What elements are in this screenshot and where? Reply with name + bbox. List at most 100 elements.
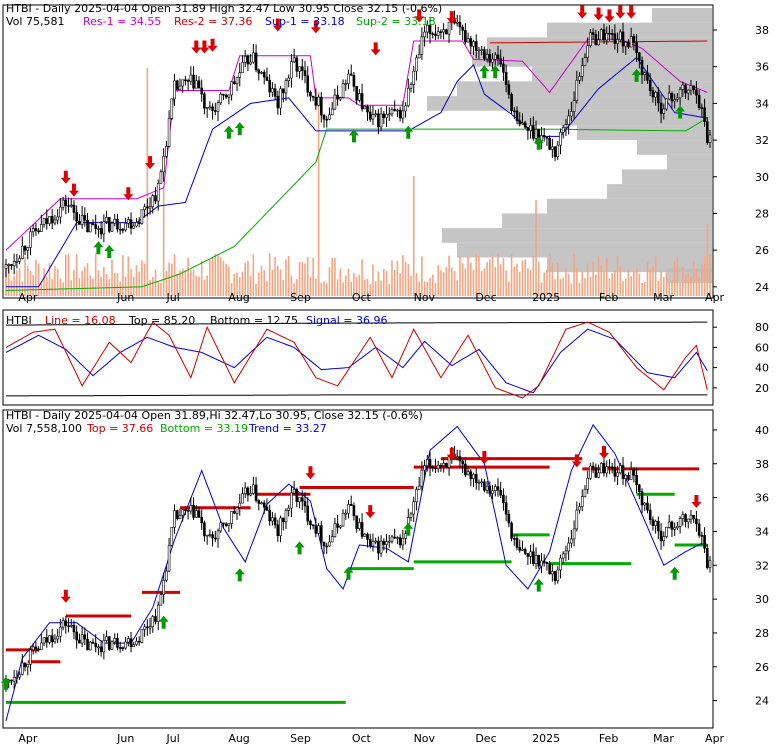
- price-candle-body: [477, 49, 481, 52]
- price-candle-body: [12, 261, 16, 266]
- price-candle-body: [102, 221, 106, 235]
- price-candle-body: [613, 33, 617, 44]
- price-candle-body: [436, 31, 440, 36]
- price-candle-body: [295, 57, 299, 72]
- trend-candle-body: [325, 545, 329, 548]
- volume-bar: [434, 283, 437, 296]
- trend-candle-body: [252, 484, 255, 494]
- trend-x-tick-label: Mar: [653, 732, 674, 745]
- trend-candle-body: [257, 500, 261, 504]
- price-candle-body: [575, 79, 579, 101]
- trend-candle-body: [339, 525, 342, 528]
- trend-candle-body: [127, 638, 130, 643]
- volume-bar: [565, 267, 567, 296]
- trend-candle-body: [295, 489, 299, 503]
- price-y-tick-label: 26: [755, 244, 769, 257]
- volume-bar: [225, 264, 227, 296]
- price-candle-body: [116, 218, 119, 230]
- trend-candle-body: [18, 674, 21, 678]
- price-candle-body: [311, 95, 315, 98]
- volume-bar: [214, 253, 217, 296]
- price-x-tick-label: 2025: [532, 291, 560, 304]
- stoch-y-tick-label: 80: [755, 321, 769, 334]
- price-candle-body: [464, 30, 467, 43]
- trend-candle-body: [610, 466, 614, 469]
- trend-candle-body: [333, 523, 337, 537]
- volume-bar: [16, 270, 18, 296]
- trend-candle-body: [583, 489, 587, 497]
- trend-candle-body: [116, 638, 119, 648]
- price-candle-body: [406, 87, 410, 107]
- price-candle-body: [676, 97, 679, 100]
- price-candle-body: [684, 84, 687, 94]
- price-candle-body: [458, 21, 462, 28]
- price-candle-body: [29, 231, 32, 248]
- trend-candle-body: [243, 487, 247, 494]
- trend-candle-body: [594, 467, 598, 478]
- price-candle-body: [447, 21, 451, 35]
- price-candle-body: [387, 113, 391, 116]
- legend-bottom: Bottom = 12.75: [210, 314, 298, 327]
- volume-bar: [301, 262, 304, 296]
- sell-arrow: [604, 9, 615, 23]
- volume-bar: [581, 271, 584, 296]
- trend-x-tick-label: Sep: [290, 732, 311, 745]
- price-candle-body: [303, 70, 307, 77]
- trend-candle-body: [390, 536, 394, 542]
- volume-bar: [567, 274, 570, 296]
- volume-bar: [635, 268, 638, 296]
- sup1-line: [6, 56, 708, 288]
- trend-x-tick-label: Jun: [116, 732, 134, 745]
- trend-candle-body: [700, 535, 704, 537]
- trend-candle-body: [213, 537, 217, 540]
- trend-candle-body: [355, 515, 358, 529]
- price-candle-body: [697, 94, 701, 108]
- price-candle-body: [673, 99, 676, 102]
- volume-bar: [7, 266, 10, 296]
- trend-candle-body: [455, 456, 459, 458]
- price-candle-body: [423, 31, 426, 38]
- price-candle-body: [521, 122, 524, 125]
- volume-bars: [5, 68, 711, 296]
- price-candle-body: [602, 29, 606, 41]
- price-candle-body: [542, 135, 546, 138]
- trend-candle-body: [341, 512, 345, 527]
- volume-bar: [385, 271, 388, 296]
- trend-candle-body: [50, 635, 54, 643]
- trend-candle-body: [477, 481, 481, 484]
- trend-candle-body: [635, 475, 638, 486]
- price-candle-body: [377, 113, 380, 128]
- trend-candle-body: [510, 522, 513, 539]
- price-candle-body: [325, 118, 329, 121]
- volume-bar: [570, 283, 573, 296]
- trend-candle-body: [107, 636, 111, 650]
- volume-bar: [26, 265, 29, 296]
- volume-bar: [5, 268, 7, 296]
- price-candle-body: [594, 34, 598, 46]
- volume-bar: [646, 260, 649, 296]
- trend-candle-body: [697, 523, 701, 536]
- price-candle-body: [86, 219, 89, 233]
- trend-candle-body: [21, 662, 24, 675]
- price-candle-body: [608, 32, 611, 35]
- trend-candle-body: [189, 504, 193, 512]
- price-candle-body: [515, 110, 519, 122]
- buy-arrow: [234, 568, 245, 582]
- volume-bar: [43, 268, 45, 296]
- sell-arrow: [446, 11, 457, 25]
- price-candle-body: [347, 73, 350, 84]
- trend-candle-body: [268, 509, 271, 522]
- volume-bar: [21, 281, 24, 296]
- trend-candle-body: [178, 515, 182, 520]
- trend-candle-body: [124, 641, 127, 649]
- volume-bar: [81, 270, 83, 296]
- trend-candle-body: [347, 503, 350, 514]
- price-candle-body: [18, 258, 21, 262]
- trend-candle-body: [436, 464, 440, 470]
- volume-bar: [138, 271, 140, 296]
- volume-bar: [230, 283, 233, 296]
- sell-arrow: [145, 156, 156, 170]
- legend-signal: Signal = 36.96: [306, 314, 388, 327]
- price-candle-body: [7, 264, 11, 266]
- volume-bar: [374, 281, 377, 296]
